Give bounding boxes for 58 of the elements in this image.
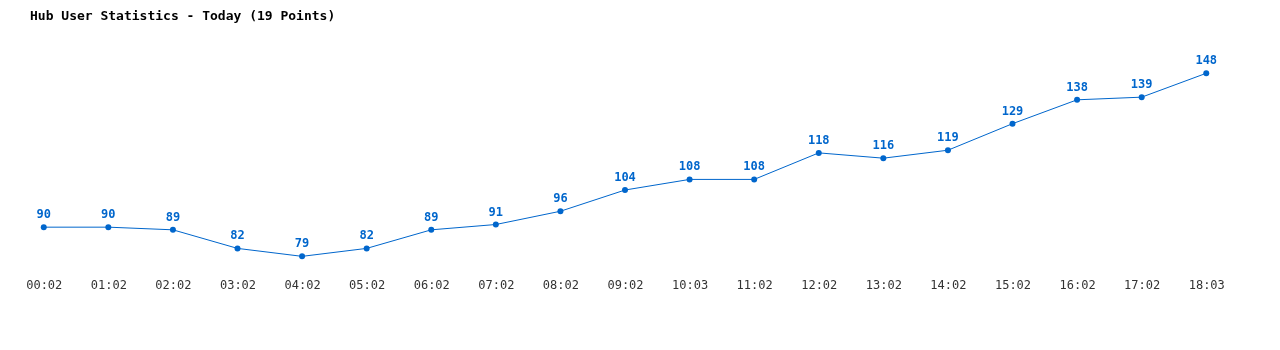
point <box>557 208 564 215</box>
point <box>299 253 306 260</box>
data-label: 139 <box>1130 77 1153 92</box>
point <box>686 176 693 183</box>
point <box>105 224 112 231</box>
point <box>169 226 176 233</box>
x-tick-label: 06:02 <box>413 277 450 292</box>
x-tick-label: 12:02 <box>801 277 838 292</box>
data-label: 79 <box>294 236 310 251</box>
x-tick-label: 04:02 <box>284 277 321 292</box>
x-tick-label: 09:02 <box>607 277 644 292</box>
point <box>622 187 628 194</box>
point <box>1074 96 1081 103</box>
data-label: 82 <box>230 228 245 243</box>
data-label: 91 <box>488 204 504 219</box>
data-label: 82 <box>359 228 374 243</box>
point <box>1138 94 1145 101</box>
data-label: 138 <box>1066 79 1088 94</box>
point <box>363 245 370 252</box>
data-label: 89 <box>424 209 439 224</box>
data-label: 89 <box>165 209 181 224</box>
x-tick-label: 16:02 <box>1059 277 1096 292</box>
data-label: 96 <box>553 191 568 206</box>
point <box>880 155 887 162</box>
x-tick-label: 01:02 <box>90 277 127 292</box>
point <box>40 224 47 231</box>
x-tick-label: 14:02 <box>930 277 967 292</box>
data-label: 118 <box>807 132 830 147</box>
x-tick-label: 07:02 <box>478 277 515 292</box>
x-tick-label: 05:02 <box>349 277 386 292</box>
x-tick-label: 10:03 <box>672 277 709 292</box>
point <box>1203 70 1210 77</box>
data-label: 90 <box>101 207 116 222</box>
x-tick-label: 08:02 <box>542 277 579 292</box>
point <box>492 221 499 228</box>
point <box>1009 120 1016 127</box>
point <box>944 147 951 154</box>
data-label: 129 <box>1001 103 1024 118</box>
data-label: 90 <box>36 207 51 222</box>
data-label: 148 <box>1195 53 1218 68</box>
chart-title: Hub User Statistics - Today (19 Points) <box>30 8 336 23</box>
point <box>428 226 435 233</box>
x-tick-label: 15:02 <box>994 277 1032 292</box>
x-tick-label: 03:02 <box>219 277 257 292</box>
x-tick-label: 13:02 <box>865 277 902 292</box>
data-label: 119 <box>937 130 959 145</box>
data-label: 116 <box>872 138 895 153</box>
data-label: 108 <box>743 159 766 174</box>
x-tick-label: 18:03 <box>1188 277 1225 292</box>
x-tick-label: 02:02 <box>155 277 192 292</box>
x-tick-label: 11:02 <box>736 277 773 292</box>
x-tick-label: 00:02 <box>26 277 63 292</box>
x-tick-label: 17:02 <box>1124 277 1161 292</box>
point <box>815 149 822 156</box>
point <box>751 176 758 183</box>
data-label: 104 <box>614 170 636 185</box>
data-label: 108 <box>678 159 701 174</box>
point <box>234 245 241 252</box>
